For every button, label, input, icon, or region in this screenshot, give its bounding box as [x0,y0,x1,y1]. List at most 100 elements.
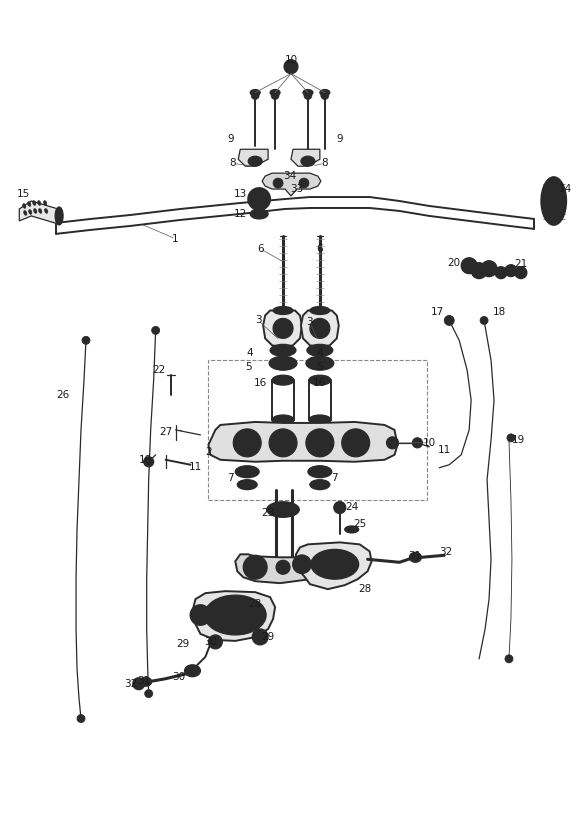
Circle shape [299,178,309,188]
Text: 28: 28 [248,599,262,609]
Circle shape [143,456,154,466]
Text: 28: 28 [358,584,371,594]
Ellipse shape [273,506,293,513]
Text: 20: 20 [448,258,461,268]
Circle shape [518,269,524,276]
Text: 6: 6 [257,244,264,254]
Polygon shape [19,201,58,224]
Ellipse shape [38,208,42,213]
Circle shape [276,560,290,574]
Ellipse shape [273,307,293,315]
Ellipse shape [311,359,329,368]
Ellipse shape [310,480,330,489]
Ellipse shape [308,466,332,478]
Text: 5: 5 [317,363,323,372]
Circle shape [465,262,473,269]
Circle shape [152,326,160,335]
Text: 32: 32 [440,547,453,557]
Circle shape [548,195,560,207]
Ellipse shape [320,90,330,96]
Ellipse shape [541,177,566,225]
Ellipse shape [248,157,262,166]
Ellipse shape [301,157,315,166]
Text: 30: 30 [172,672,185,681]
Text: 23: 23 [262,508,275,517]
Ellipse shape [335,505,345,510]
Ellipse shape [270,90,280,96]
Polygon shape [296,542,371,589]
Circle shape [248,560,262,574]
Ellipse shape [250,209,268,219]
Ellipse shape [44,200,47,205]
Circle shape [311,434,329,452]
Text: 11: 11 [189,461,202,471]
Text: 26: 26 [57,390,70,400]
Text: 29: 29 [262,632,275,642]
Text: 31: 31 [408,551,421,561]
Ellipse shape [272,375,294,385]
Circle shape [444,316,454,325]
Text: 8: 8 [229,158,236,168]
Text: 11: 11 [438,445,451,455]
Ellipse shape [409,552,422,562]
Circle shape [334,502,346,513]
Circle shape [480,316,488,325]
Text: 14: 14 [559,184,573,194]
Ellipse shape [311,550,359,579]
Ellipse shape [270,344,296,356]
Circle shape [191,605,210,625]
Polygon shape [238,149,268,166]
Polygon shape [208,422,398,461]
Text: 12: 12 [234,209,247,219]
Text: 30: 30 [204,637,217,647]
Text: 16: 16 [313,378,326,388]
Circle shape [297,559,307,569]
Ellipse shape [303,90,313,96]
Ellipse shape [27,202,31,206]
Ellipse shape [309,415,331,425]
Text: 19: 19 [512,435,525,445]
Text: 3: 3 [307,317,313,327]
Ellipse shape [310,307,330,315]
Text: 7: 7 [227,473,234,483]
Text: 7: 7 [332,473,338,483]
Ellipse shape [33,200,36,205]
Ellipse shape [34,208,37,213]
Circle shape [145,690,153,698]
Ellipse shape [267,502,299,517]
Circle shape [508,268,514,274]
Circle shape [293,555,311,574]
Text: 32: 32 [124,679,138,689]
Circle shape [321,91,329,100]
Text: 10: 10 [285,54,297,65]
Text: 4: 4 [317,349,323,358]
Circle shape [304,91,312,100]
Polygon shape [236,555,345,583]
Circle shape [82,336,90,344]
Circle shape [485,265,493,273]
Ellipse shape [23,204,26,208]
Text: 1: 1 [172,234,179,244]
Text: 13: 13 [234,189,247,199]
Ellipse shape [184,665,201,677]
Circle shape [347,434,364,452]
Circle shape [284,59,298,73]
Circle shape [495,267,507,279]
Text: 9: 9 [227,134,234,144]
Text: 5: 5 [245,363,251,372]
Bar [208,360,427,499]
Circle shape [273,178,283,188]
Circle shape [308,555,332,579]
Polygon shape [262,173,321,196]
Circle shape [544,191,564,211]
Text: 33: 33 [290,184,304,194]
Circle shape [77,714,85,723]
Circle shape [271,91,279,100]
Circle shape [269,429,297,456]
Text: 24: 24 [345,502,359,512]
Text: 2: 2 [205,447,212,456]
Text: 27: 27 [159,427,172,437]
Ellipse shape [237,480,257,489]
Circle shape [412,438,422,447]
Ellipse shape [140,677,152,686]
